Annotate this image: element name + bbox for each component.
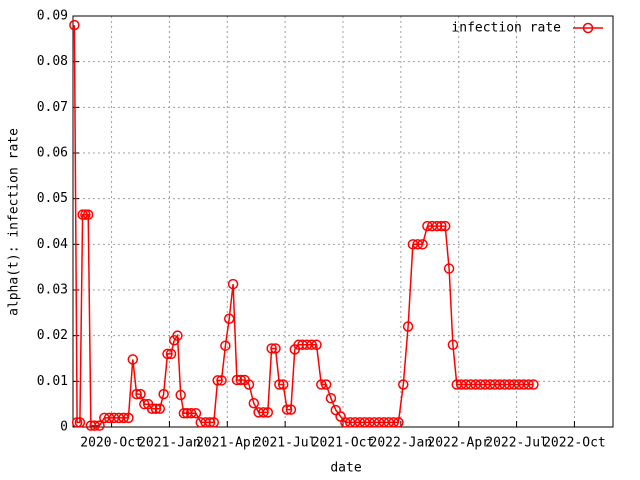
point — [135, 388, 146, 400]
point — [266, 343, 277, 354]
y-tick-label: 0.06 — [37, 146, 68, 161]
legend-label: infection rate — [451, 21, 561, 36]
point — [393, 417, 404, 428]
y-tick-label: 0 — [60, 420, 68, 435]
point — [212, 375, 223, 386]
point — [185, 408, 197, 419]
point — [443, 263, 455, 274]
y-tick-label: 0.01 — [37, 374, 68, 389]
point — [412, 239, 423, 250]
point — [165, 348, 177, 360]
x-tick-label: 2021-Apr — [196, 436, 259, 451]
point — [316, 379, 327, 390]
point — [285, 404, 297, 415]
point — [178, 408, 190, 419]
point — [204, 417, 216, 428]
point — [231, 374, 243, 386]
point — [227, 278, 239, 290]
point — [281, 404, 293, 415]
point — [146, 403, 158, 414]
x-tick-label: 2021-Jul — [254, 436, 317, 451]
point — [216, 375, 227, 386]
point — [274, 379, 285, 390]
point — [398, 379, 409, 390]
y-axis-label: alpha(t): infection rate — [7, 128, 22, 316]
point — [77, 209, 88, 220]
y-tick-label: 0.07 — [37, 100, 68, 115]
legend-marker — [582, 22, 594, 34]
point — [306, 339, 317, 351]
point — [82, 209, 94, 220]
point — [123, 412, 134, 424]
x-tick-label: 2022-Apr — [427, 436, 490, 451]
x-tick-label: 2021-Oct — [312, 436, 375, 451]
y-tick-label: 0.09 — [37, 9, 68, 24]
series-line — [73, 25, 534, 427]
y-tick-label: 0.04 — [37, 237, 68, 252]
point — [223, 313, 235, 325]
point — [200, 417, 211, 428]
y-tick-label: 0.02 — [37, 328, 68, 343]
point — [162, 348, 173, 360]
x-axis-label: date — [330, 461, 361, 476]
point — [277, 379, 289, 390]
point — [69, 19, 80, 31]
point — [208, 417, 220, 428]
y-tick-label: 0.03 — [37, 283, 68, 298]
x-tick-label: 2020-Oct — [80, 436, 143, 451]
point — [89, 420, 100, 431]
point — [131, 388, 142, 400]
point — [248, 398, 260, 409]
point — [154, 403, 166, 414]
point — [127, 354, 139, 365]
point — [172, 330, 183, 341]
point — [220, 340, 231, 351]
point — [528, 379, 539, 390]
point — [150, 403, 162, 414]
point — [388, 417, 399, 428]
point — [190, 408, 202, 419]
x-tick-label: 2022-Jul — [485, 436, 548, 451]
point — [80, 209, 91, 220]
point — [311, 339, 322, 351]
point — [417, 239, 428, 250]
point — [325, 392, 337, 404]
point — [262, 407, 274, 418]
point — [320, 379, 332, 390]
point — [74, 417, 86, 428]
point — [175, 389, 186, 401]
point — [235, 374, 247, 386]
y-tick-label: 0.05 — [37, 191, 68, 206]
point — [94, 420, 105, 431]
point — [158, 388, 169, 400]
point — [402, 321, 414, 332]
point — [258, 407, 269, 418]
point — [118, 412, 129, 424]
point — [439, 220, 451, 232]
point — [436, 220, 447, 232]
x-tick-label: 2021-Jan — [138, 436, 201, 451]
point — [447, 339, 459, 351]
point — [139, 398, 150, 410]
point — [270, 343, 281, 354]
point — [71, 417, 83, 428]
y-tick-label: 0.08 — [37, 54, 68, 69]
x-tick-label: 2022-Oct — [543, 436, 606, 451]
point — [523, 379, 534, 390]
point — [293, 339, 304, 351]
point — [431, 220, 443, 232]
point — [243, 379, 255, 390]
x-tick-label: 2022-Jan — [370, 436, 433, 451]
